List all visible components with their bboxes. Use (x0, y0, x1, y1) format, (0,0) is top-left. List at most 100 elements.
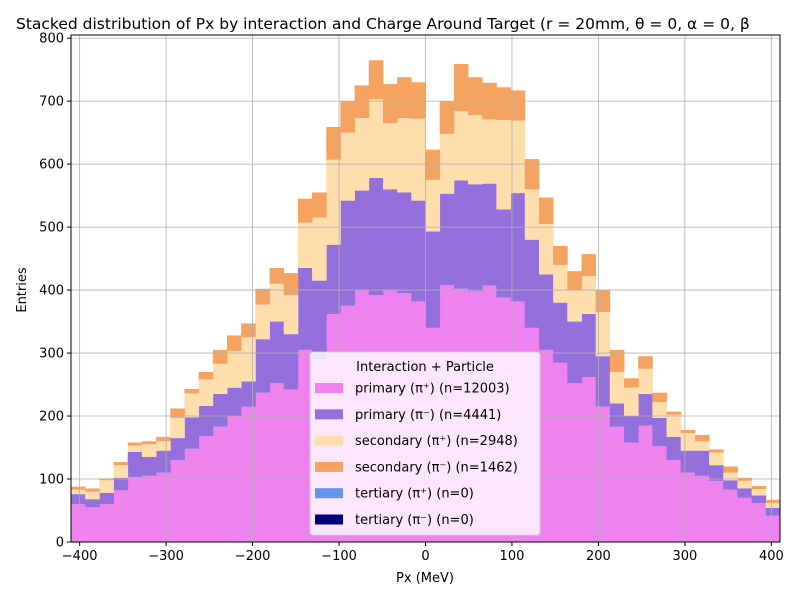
bar-series2-bin2 (99, 480, 114, 493)
bar-series1-bin31 (510, 193, 526, 302)
bar-series1-bin0 (71, 494, 86, 505)
y-tick-label-7: 700 (39, 95, 64, 110)
bar-series0-bin45 (709, 480, 724, 542)
bar-series3-bin33 (538, 197, 554, 224)
bar-series1-bin35 (567, 321, 582, 384)
bar-series2-bin23 (397, 118, 412, 193)
bar-series1-bin48 (751, 495, 767, 503)
bar-series2-bin8 (184, 393, 200, 418)
bar-series0-bin3 (113, 490, 129, 542)
bar-series1-bin26 (439, 193, 455, 286)
y-tick-label-2: 200 (39, 410, 64, 425)
bar-series0-bin42 (666, 460, 682, 542)
legend-label-2: secondary (π⁺) (n=2948) (355, 434, 518, 449)
bar-series1-bin10 (212, 393, 228, 427)
bar-series0-bin1 (85, 507, 100, 542)
bar-series1-bin24 (411, 200, 426, 302)
bar-series1-bin41 (652, 417, 667, 447)
bar-series0-bin47 (737, 497, 753, 542)
y-tick-label-8: 800 (39, 32, 64, 47)
bar-series2-bin20 (354, 118, 370, 191)
bar-series2-bin7 (170, 417, 185, 439)
bar-series2-bin1 (85, 491, 100, 500)
y-tick-label-5: 500 (39, 221, 64, 236)
legend-swatch-3 (315, 461, 343, 472)
bar-series2-bin43 (680, 433, 696, 451)
bar-series2-bin19 (340, 132, 355, 201)
legend-entries: primary (π⁺) (n=12003) primary (π⁻) (n=44… (315, 382, 518, 528)
bar-series2-bin31 (510, 120, 526, 194)
bar-series3-bin39 (624, 378, 639, 388)
bar-series2-bin29 (482, 119, 497, 184)
bar-series2-bin46 (723, 472, 738, 481)
bar-series1-bin22 (382, 189, 398, 291)
bar-series3-bin3 (113, 462, 129, 466)
bar-series1-bin46 (723, 480, 738, 490)
bar-series3-bin24 (411, 82, 426, 119)
bar-series2-bin32 (524, 189, 540, 240)
x-tick-label-8: 400 (759, 549, 784, 564)
bar-series0-bin43 (680, 472, 696, 542)
bar-series2-bin4 (127, 445, 143, 452)
bar-series0-bin48 (751, 502, 767, 542)
bar-series1-bin1 (85, 499, 100, 508)
legend-swatch-5 (315, 514, 343, 525)
bar-series1-bin4 (127, 451, 143, 478)
bar-series2-bin27 (453, 111, 469, 181)
bar-series0-bin33 (538, 349, 554, 542)
bar-series1-bin7 (170, 438, 185, 461)
bar-series3-bin38 (609, 349, 625, 372)
x-tick-label-7: 300 (672, 549, 697, 564)
legend-swatch-1 (315, 409, 343, 420)
bar-series3-bin4 (127, 442, 143, 446)
bar-series0-bin14 (269, 383, 285, 542)
grid (71, 35, 780, 543)
bar-series1-bin47 (737, 488, 753, 498)
bar-series2-bin35 (567, 290, 582, 322)
bar-series1-bin36 (581, 314, 597, 377)
bar-series3-bin40 (638, 356, 653, 369)
bar-series2-bin45 (709, 452, 724, 466)
bar-series1-bin30 (496, 209, 511, 298)
bar-series3-bin27 (453, 63, 469, 112)
bar-series0-bin38 (609, 426, 625, 542)
bar-series0-bin49 (765, 515, 781, 542)
bar-series2-bin17 (312, 217, 327, 281)
bar-series1-bin40 (638, 393, 653, 426)
bar-series1-bin29 (482, 183, 497, 286)
bar-series0-bin4 (127, 477, 143, 542)
bar-series0-bin46 (723, 489, 738, 542)
bar-series1-bin34 (553, 302, 568, 363)
bar-series3-bin10 (212, 349, 228, 364)
bar-series3-bin17 (312, 192, 327, 218)
bar-series1-bin27 (453, 180, 469, 289)
bar-series1-bin15 (283, 334, 299, 390)
bar-series3-bin31 (510, 90, 526, 121)
bar-series0-bin13 (255, 392, 270, 542)
bar-series3-bin26 (439, 101, 455, 134)
bar-series0-bin9 (198, 436, 214, 542)
bar-series3-bin13 (255, 288, 270, 305)
bar-series1-bin11 (226, 387, 242, 417)
bar-series1-bin39 (624, 416, 639, 443)
y-axis: 0 100 200 300 400 500 600 700 800 (39, 32, 71, 551)
bar-series2-bin12 (241, 337, 256, 382)
bar-series2-bin36 (581, 276, 597, 315)
bar-series2-bin49 (765, 502, 781, 508)
bar-series2-bin47 (737, 480, 753, 489)
bar-series1-bin38 (609, 403, 625, 427)
bar-series3-bin14 (269, 268, 285, 284)
bar-series3-bin25 (425, 149, 441, 180)
y-tick-label-0: 0 (56, 536, 64, 551)
bar-series1-bin42 (666, 436, 682, 461)
bar-series1-bin44 (694, 450, 710, 476)
bar-series0-bin44 (694, 475, 710, 542)
bar-series3-bin34 (553, 245, 568, 265)
legend-swatch-4 (315, 488, 343, 499)
bar-series2-bin44 (694, 441, 710, 451)
bar-series0-bin39 (624, 442, 639, 542)
bar-series2-bin33 (538, 223, 554, 275)
bar-series0-bin0 (71, 504, 86, 542)
bar-series2-bin25 (425, 179, 441, 232)
bar-series0-bin15 (283, 389, 299, 542)
